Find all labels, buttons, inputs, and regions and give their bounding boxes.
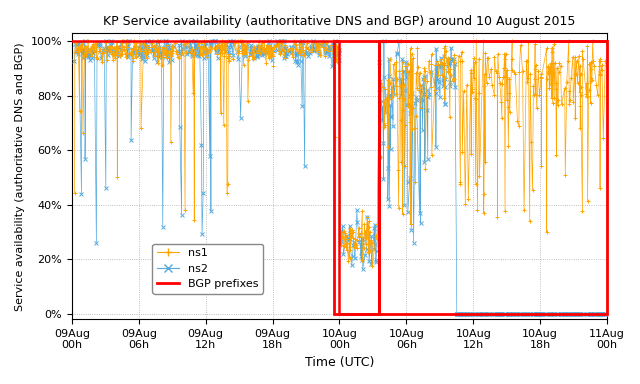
X-axis label: Time (UTC): Time (UTC) — [305, 356, 374, 369]
ns2 — [81, 39, 89, 44]
Y-axis label: Service availability (authoritative DNS and BGP): Service availability (authoritative DNS … — [15, 42, 25, 311]
ns1 — [79, 39, 86, 44]
Bar — [378, 41, 607, 314]
BGP prefixes — [335, 311, 343, 316]
ns1 — [214, 43, 222, 47]
ns2 — [453, 311, 461, 316]
BGP prefixes — [374, 311, 382, 316]
BGP prefixes — [335, 39, 343, 44]
ns1 — [412, 71, 420, 76]
Line: ns2: ns2 — [72, 40, 608, 316]
ns1 — [488, 67, 495, 71]
Legend: ns1, ns2, BGP prefixes: ns1, ns2, BGP prefixes — [152, 243, 263, 293]
ns1 — [369, 264, 376, 269]
BGP prefixes — [68, 39, 76, 44]
ns2 — [602, 311, 610, 316]
ns2 — [211, 39, 219, 44]
ns2 — [493, 311, 501, 316]
ns2 — [426, 92, 433, 97]
ns1 — [229, 56, 237, 61]
ns1 — [603, 64, 611, 68]
BGP prefixes — [374, 39, 382, 44]
ns2 — [237, 116, 244, 120]
Bar — [334, 41, 378, 314]
ns1 — [191, 52, 198, 56]
Line: BGP prefixes: BGP prefixes — [72, 41, 607, 314]
ns1 — [552, 87, 560, 92]
ns2 — [553, 311, 561, 316]
BGP prefixes — [604, 39, 611, 44]
Line: ns1: ns1 — [72, 40, 609, 268]
ns1 — [71, 190, 79, 195]
ns2 — [193, 44, 200, 49]
Title: KP Service availability (authoritative DNS and BGP) around 10 August 2015: KP Service availability (authoritative D… — [103, 15, 575, 28]
ns2 — [70, 59, 78, 64]
